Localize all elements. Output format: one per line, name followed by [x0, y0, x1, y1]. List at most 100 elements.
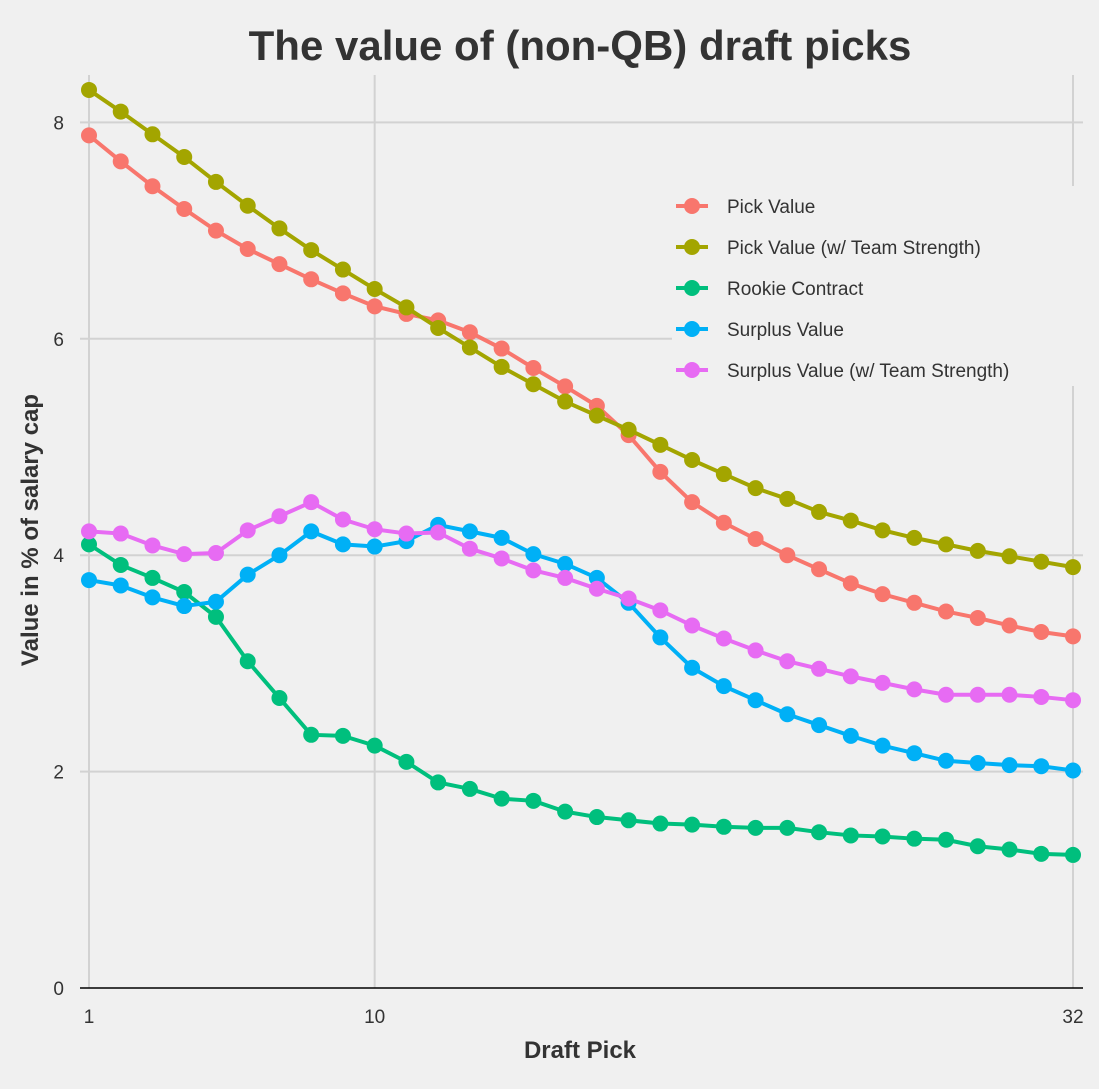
data-point [207, 173, 224, 190]
data-point [1065, 692, 1081, 709]
data-point [715, 818, 732, 835]
x-tick-label: 1 [84, 1007, 95, 1028]
data-point [112, 556, 129, 573]
legend-key-point [684, 321, 700, 337]
data-point [747, 480, 764, 497]
data-point [144, 126, 161, 143]
data-point [842, 668, 859, 685]
data-point [430, 524, 447, 541]
series-line [88, 500, 1074, 703]
data-point [430, 774, 447, 791]
data-point [906, 745, 923, 762]
data-point [684, 494, 701, 511]
legend-key-point [684, 198, 700, 214]
data-point [493, 358, 510, 375]
data-point [811, 824, 828, 841]
legend-item: Pick Value [676, 197, 815, 218]
data-point [239, 653, 256, 670]
data-point [842, 575, 859, 592]
data-point [684, 451, 701, 468]
data-point [176, 200, 193, 217]
x-tick-label: 10 [364, 1007, 385, 1028]
data-point [112, 153, 129, 170]
data-point [842, 827, 859, 844]
series-2 [81, 536, 1081, 863]
data-point [493, 340, 510, 357]
data-point [620, 421, 637, 438]
legend-item: Rookie Contract [676, 279, 864, 300]
data-point [461, 780, 478, 797]
data-point [652, 629, 669, 646]
data-point [1065, 846, 1081, 863]
data-point [525, 562, 542, 579]
data-point [398, 525, 415, 542]
data-point [81, 572, 97, 589]
data-point [1033, 553, 1050, 570]
data-point [144, 537, 161, 554]
data-point [303, 271, 320, 288]
data-point [176, 546, 193, 563]
data-point [557, 569, 574, 586]
data-point [715, 630, 732, 647]
data-point [81, 536, 97, 553]
data-point [684, 816, 701, 833]
data-point [81, 81, 97, 98]
data-point [557, 803, 574, 820]
data-point [334, 261, 351, 278]
data-point [779, 706, 796, 723]
data-point [1033, 845, 1050, 862]
data-point [303, 726, 320, 743]
data-point [366, 538, 383, 555]
data-point [874, 828, 891, 845]
legend-key-point [684, 362, 700, 378]
data-point [938, 603, 955, 620]
data-point [874, 674, 891, 691]
data-point [938, 752, 955, 769]
data-point [334, 727, 351, 744]
data-point [1033, 758, 1050, 775]
data-point [81, 127, 97, 144]
data-point [652, 436, 669, 453]
data-point [842, 512, 859, 529]
series-line [87, 542, 1074, 857]
data-point [588, 580, 605, 597]
data-point [779, 547, 796, 564]
data-point [239, 197, 256, 214]
data-point [271, 508, 288, 525]
data-point [176, 149, 193, 166]
data-point [969, 754, 986, 771]
data-point [144, 178, 161, 195]
data-point [938, 686, 955, 703]
data-point [874, 586, 891, 603]
legend-key-point [684, 239, 700, 255]
data-point [207, 222, 224, 239]
series-4 [81, 494, 1081, 709]
data-point [207, 608, 224, 625]
data-point [81, 523, 97, 540]
data-point [112, 103, 129, 120]
data-point [557, 378, 574, 395]
data-point [303, 523, 320, 540]
data-point [811, 561, 828, 578]
data-point [271, 220, 288, 237]
series-1 [81, 81, 1081, 576]
series-3 [81, 516, 1081, 779]
data-point [906, 681, 923, 698]
data-point [366, 737, 383, 754]
data-point [525, 546, 542, 563]
data-point [1001, 757, 1018, 774]
legend-item: Pick Value (w/ Team Strength) [676, 238, 981, 259]
data-point [969, 609, 986, 626]
data-point [366, 298, 383, 315]
data-point [271, 256, 288, 273]
data-point [239, 240, 256, 257]
data-point [620, 590, 637, 607]
tick-labels: 0 2 4 6 8 1 10 32 [53, 113, 1083, 1028]
data-point [906, 830, 923, 847]
data-point [779, 819, 796, 836]
data-point [239, 522, 256, 539]
data-point [557, 555, 574, 572]
data-point [176, 598, 193, 615]
data-point [969, 838, 986, 855]
data-point [398, 753, 415, 770]
